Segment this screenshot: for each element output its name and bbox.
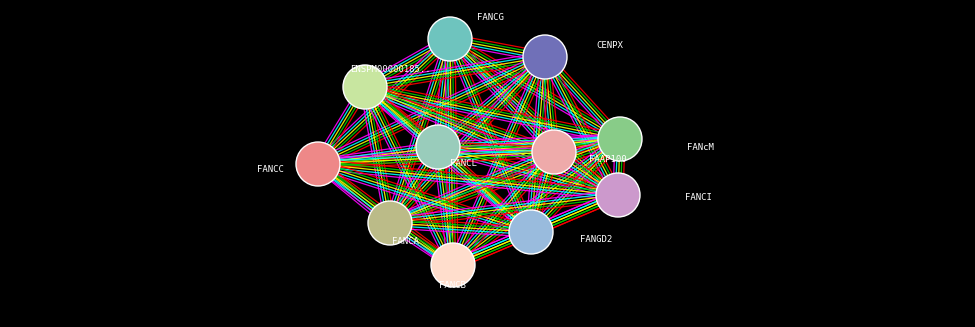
Text: FANCI: FANCI — [684, 193, 712, 201]
Ellipse shape — [368, 201, 412, 245]
Ellipse shape — [431, 243, 475, 287]
Text: FANCL: FANCL — [449, 159, 477, 167]
Ellipse shape — [509, 210, 553, 254]
Text: FANCA: FANCA — [392, 236, 418, 246]
Text: FANcM: FANcM — [686, 143, 714, 151]
Text: FANGD2: FANGD2 — [580, 234, 612, 244]
Text: ENSPM00000185..: ENSPM00000185.. — [350, 64, 430, 74]
Ellipse shape — [523, 35, 567, 79]
Text: FANCG: FANCG — [477, 12, 503, 22]
Ellipse shape — [343, 65, 387, 109]
Ellipse shape — [598, 117, 642, 161]
Ellipse shape — [428, 17, 472, 61]
Ellipse shape — [296, 142, 340, 186]
Text: FANCB: FANCB — [439, 281, 465, 289]
Text: FAAP100: FAAP100 — [589, 154, 627, 164]
Text: FANCC: FANCC — [256, 165, 284, 175]
Ellipse shape — [532, 130, 576, 174]
Text: CENPX: CENPX — [597, 41, 623, 49]
Ellipse shape — [416, 125, 460, 169]
Ellipse shape — [596, 173, 640, 217]
